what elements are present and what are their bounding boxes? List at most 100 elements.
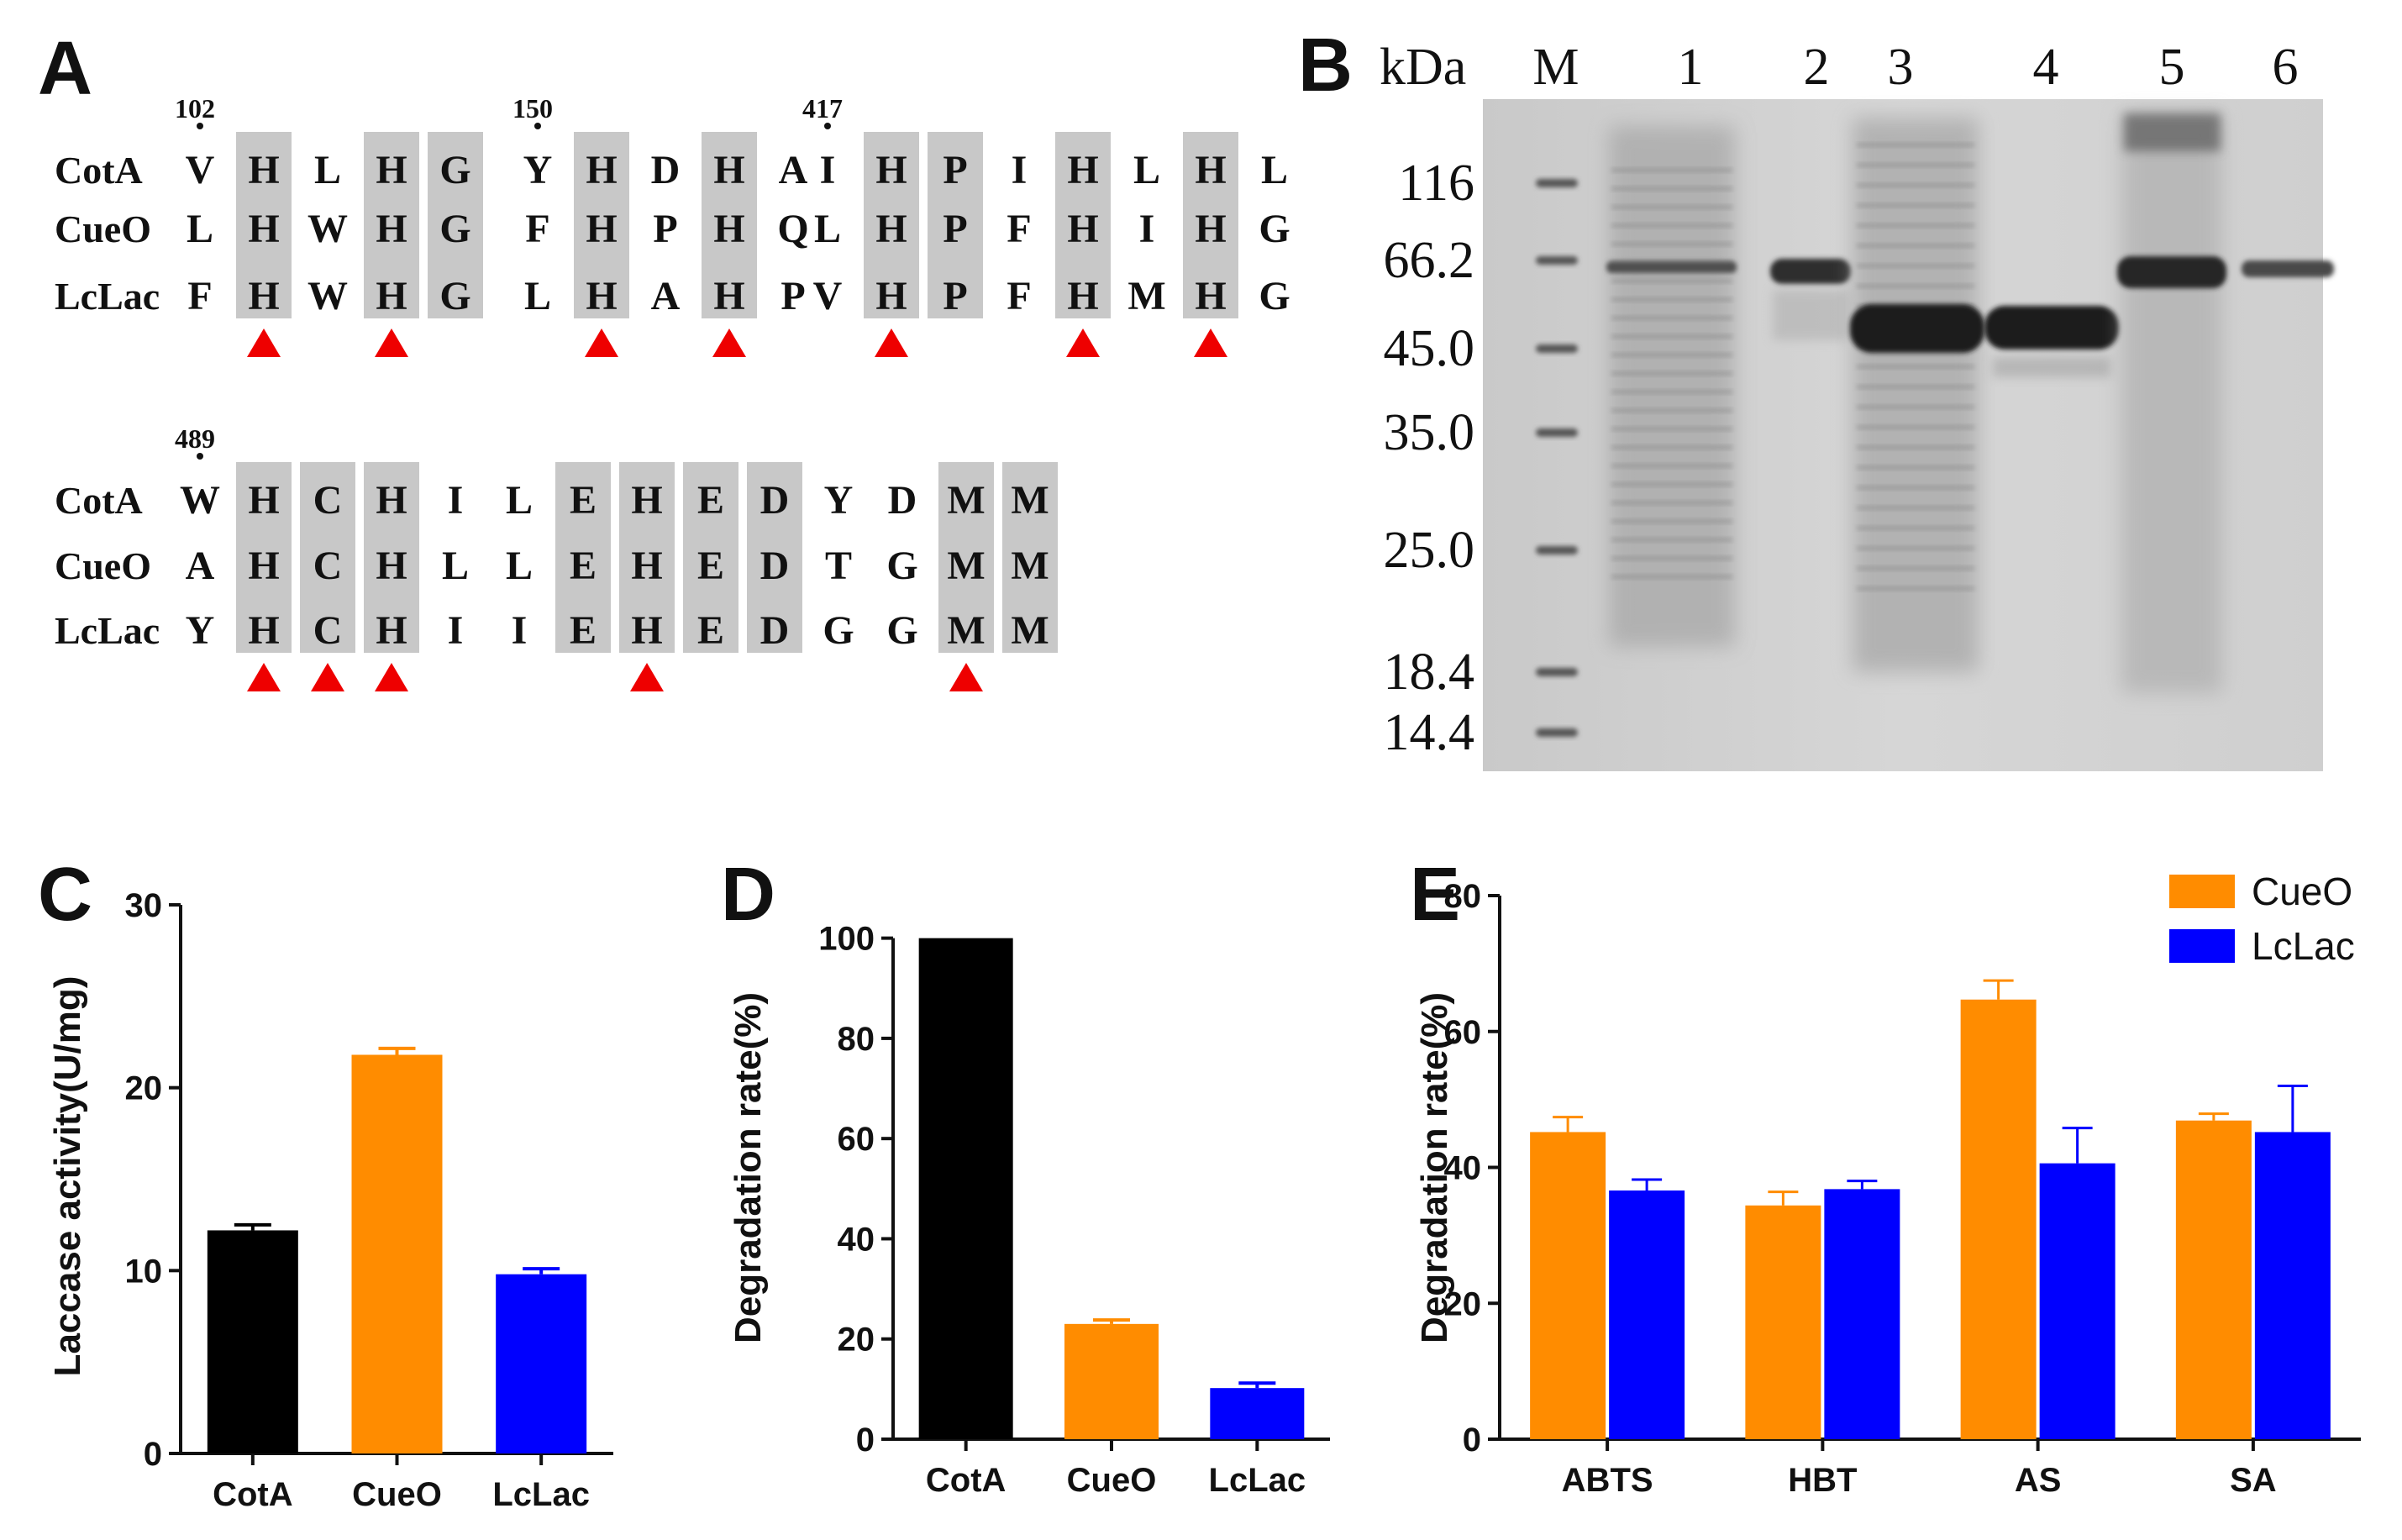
lane1-band <box>1611 205 1732 209</box>
lane3-band <box>1857 586 1974 591</box>
bar <box>207 1230 298 1453</box>
lane3-band <box>1857 546 1974 550</box>
x-tick-label: HBT <box>1788 1462 1857 1499</box>
position-dot <box>824 123 831 129</box>
copper-binding-marker <box>630 663 664 691</box>
residue: G <box>886 608 917 653</box>
lane2-band <box>1770 259 1851 284</box>
conserved-column <box>236 132 292 318</box>
residue: V <box>813 274 843 318</box>
residue: Y <box>523 148 553 192</box>
residue: H <box>1067 274 1098 318</box>
gel-marker-label: 35.0 <box>1384 404 1475 461</box>
lane3-band <box>1857 566 1974 570</box>
residue: M <box>947 544 985 588</box>
marker-band <box>1536 428 1578 437</box>
lane5-smear <box>2121 113 2222 693</box>
lane4-faint-band <box>1993 357 2110 377</box>
y-tick-label: 100 <box>818 921 875 958</box>
residue: E <box>570 478 597 523</box>
residue: D <box>760 608 790 653</box>
gel-marker-label: 14.4 <box>1384 704 1475 761</box>
residue: D <box>760 478 790 523</box>
residue: F <box>1007 207 1031 251</box>
gel-bands <box>1536 113 2334 737</box>
conserved-column <box>364 462 419 653</box>
lane3-band <box>1857 486 1974 490</box>
y-tick-label: 80 <box>1444 878 1482 915</box>
residue: V <box>186 148 215 192</box>
gel-marker-label: 18.4 <box>1384 644 1475 701</box>
lane1-band <box>1611 501 1732 505</box>
lane1-smear <box>1609 126 1735 647</box>
residue: C <box>313 544 343 588</box>
lane1-band <box>1611 538 1732 542</box>
sequence-name: CueO <box>55 208 151 250</box>
lane3-band <box>1857 244 1974 248</box>
lane1-band <box>1611 390 1732 394</box>
lane3-band <box>1857 465 1974 470</box>
residue: H <box>248 207 279 251</box>
lane3-smear <box>1853 118 1979 672</box>
lane1-band <box>1611 242 1732 246</box>
residue: W <box>307 207 348 251</box>
residue: G <box>439 148 470 192</box>
gel-marker-label: 45.0 <box>1384 320 1475 377</box>
residue: H <box>631 478 662 523</box>
residue: G <box>1259 207 1290 251</box>
conserved-column <box>1002 462 1058 653</box>
gel-marker-label: 116 <box>1398 155 1474 212</box>
lane1-band <box>1611 187 1732 191</box>
panel-label-a: A <box>38 27 92 111</box>
conserved-column <box>928 132 983 318</box>
residue: L <box>314 148 341 192</box>
marker-band <box>1536 668 1578 676</box>
residue: G <box>1259 274 1290 318</box>
residue: F <box>1007 274 1031 318</box>
sequence-name: LcLac <box>55 275 160 318</box>
copper-binding-marker <box>585 328 618 357</box>
y-tick-label: 60 <box>838 1121 875 1158</box>
y-tick-label: 20 <box>125 1070 163 1107</box>
residue: H <box>586 148 617 192</box>
sequence-name: CueO <box>55 544 151 587</box>
residue: H <box>248 544 279 588</box>
y-tick-label: 40 <box>1444 1150 1482 1187</box>
residue: H <box>1067 207 1098 251</box>
y-tick-label: 30 <box>125 887 163 924</box>
residue-position: 102 <box>175 93 215 124</box>
residue: E <box>570 608 597 653</box>
residue: M <box>1011 478 1049 523</box>
residue: W <box>180 478 220 523</box>
y-tick-label: 0 <box>856 1422 875 1459</box>
lane1-band <box>1611 464 1732 468</box>
legend-swatch <box>2169 875 2235 908</box>
marker-band <box>1536 256 1578 265</box>
bar <box>496 1274 587 1453</box>
lane1-band <box>1611 223 1732 228</box>
gel-lane-label: 6 <box>2273 39 2299 96</box>
residue: I <box>448 608 464 653</box>
residue: P <box>943 274 967 318</box>
sequence-name: LcLac <box>55 609 160 652</box>
lane3-band <box>1857 284 1974 288</box>
residue: C <box>313 608 343 653</box>
legend-swatch <box>2169 929 2235 963</box>
chart-substrate-degradation: 0 20 40 60 80 Degradation rate(%) ABTS HBT AS SA C… <box>1414 870 2361 1499</box>
conserved-column <box>938 462 994 653</box>
panel-label-c: C <box>38 853 92 937</box>
residue: Y <box>186 608 215 653</box>
conserved-column <box>864 132 919 318</box>
lane1-band <box>1611 482 1732 486</box>
copper-binding-marker <box>875 328 908 357</box>
lane3-band <box>1857 223 1974 228</box>
residue: H <box>1195 274 1226 318</box>
residue: F <box>525 207 549 251</box>
residue: D <box>888 478 917 523</box>
residue: L <box>506 544 533 588</box>
conserved-column <box>364 132 419 318</box>
y-tick-label: 40 <box>838 1221 875 1258</box>
bar <box>351 1054 443 1453</box>
lane1-band <box>1611 575 1732 579</box>
residue: P <box>653 207 677 251</box>
